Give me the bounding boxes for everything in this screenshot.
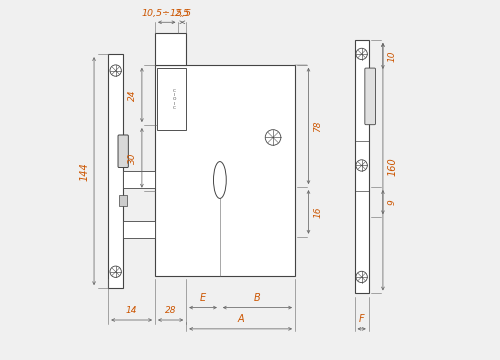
Bar — [155, 33, 186, 65]
Bar — [123, 221, 155, 238]
Text: A: A — [238, 314, 244, 324]
Text: 144: 144 — [80, 162, 90, 180]
Text: 28: 28 — [165, 306, 176, 315]
Text: 24: 24 — [128, 89, 138, 101]
Text: C
I
O
I
C: C I O I C — [172, 89, 176, 110]
Text: 2,5: 2,5 — [175, 9, 190, 18]
Circle shape — [265, 130, 281, 145]
Text: 14: 14 — [126, 306, 138, 315]
Bar — [155, 65, 295, 276]
Text: 30: 30 — [128, 152, 138, 163]
Circle shape — [110, 266, 122, 278]
Circle shape — [356, 48, 368, 60]
Text: 16: 16 — [313, 206, 322, 218]
Text: 9: 9 — [388, 199, 396, 205]
Text: 10,5÷15,5: 10,5÷15,5 — [142, 9, 192, 18]
Text: F: F — [359, 314, 364, 324]
FancyBboxPatch shape — [118, 135, 128, 167]
Bar — [119, 194, 128, 206]
Circle shape — [356, 271, 368, 283]
Ellipse shape — [214, 162, 226, 198]
Bar — [123, 171, 155, 188]
Text: E: E — [200, 293, 206, 303]
Circle shape — [356, 160, 368, 171]
Bar — [354, 40, 368, 293]
Text: 78: 78 — [313, 120, 322, 132]
Bar — [108, 54, 123, 288]
Text: 160: 160 — [388, 157, 398, 176]
Text: 10: 10 — [388, 50, 396, 62]
Text: B: B — [254, 293, 261, 303]
Bar — [157, 68, 186, 130]
FancyBboxPatch shape — [365, 68, 376, 125]
Circle shape — [110, 65, 122, 76]
